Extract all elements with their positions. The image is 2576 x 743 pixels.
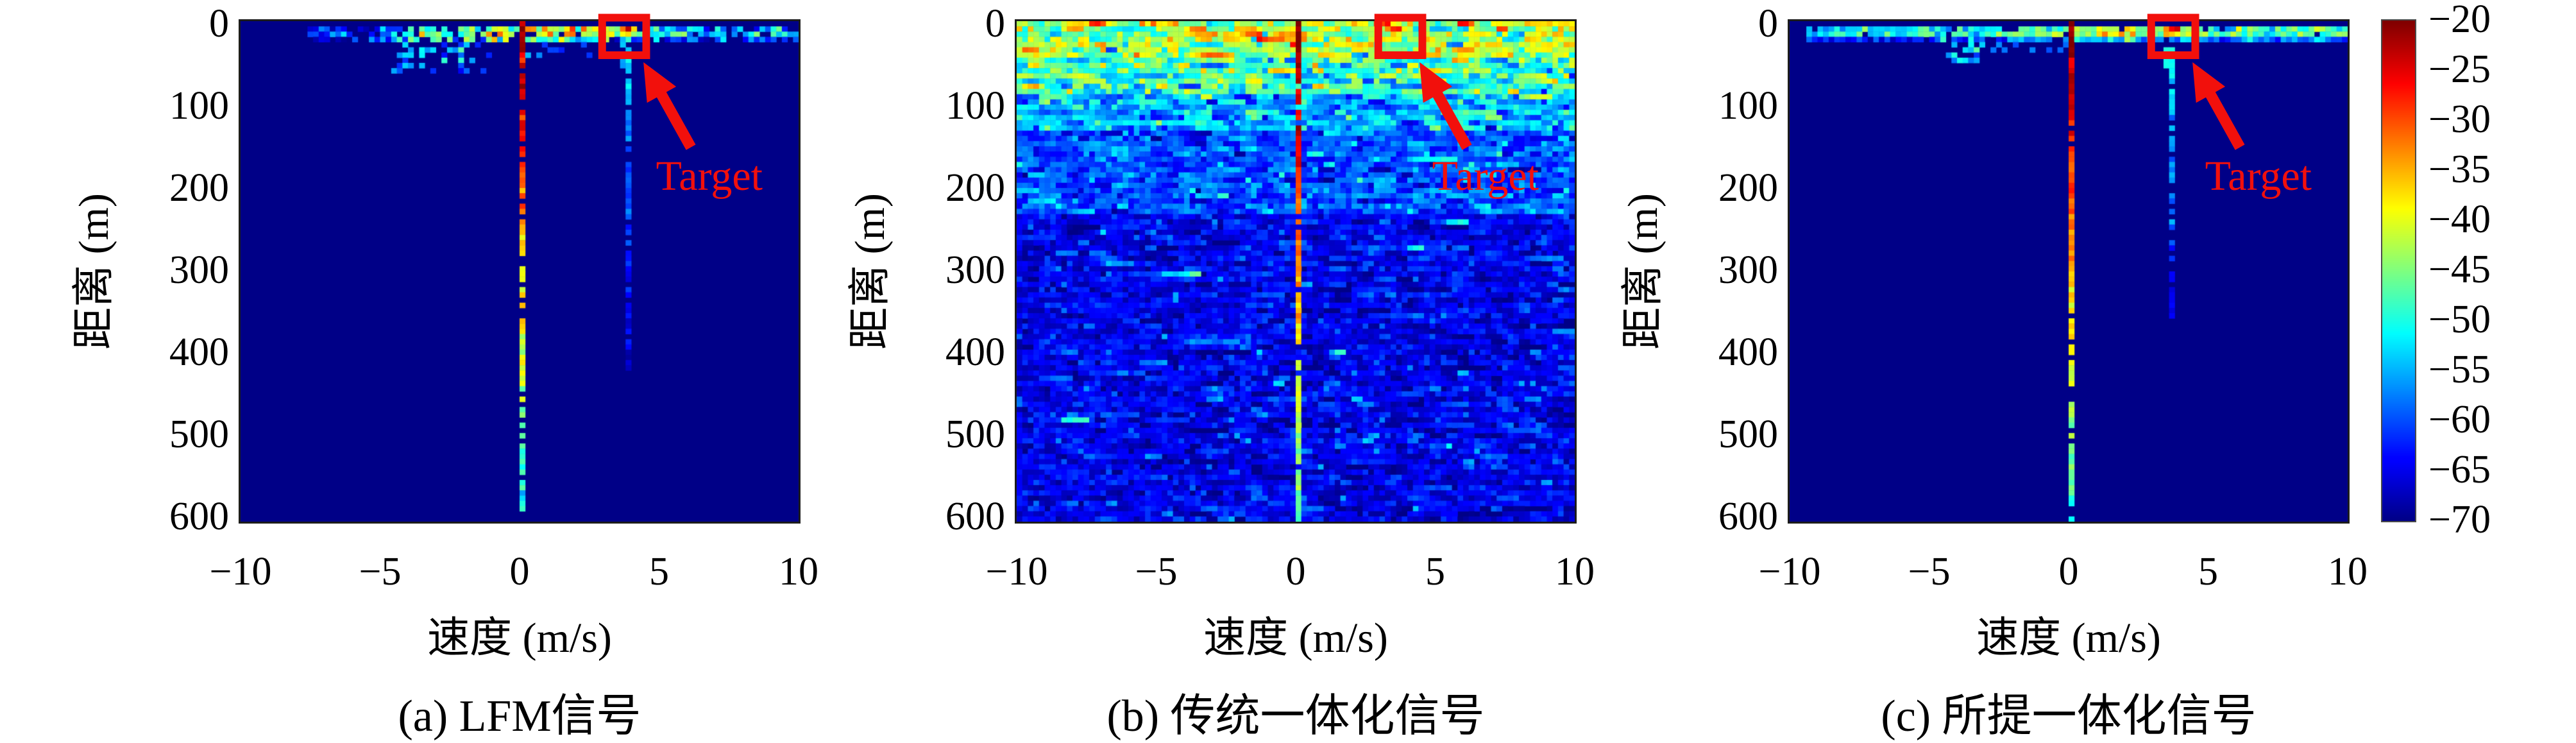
y-tick-label: 100: [1718, 84, 1778, 128]
target-arrow-shaft: [2203, 87, 2245, 150]
x-axis-label-a: 速度 (m/s): [427, 615, 612, 662]
target-box: [598, 13, 650, 60]
y-tick-label: 0: [1758, 2, 1778, 46]
colorbar-tick-label: −70: [2428, 498, 2491, 542]
x-axis-label-b: 速度 (m/s): [1203, 615, 1388, 662]
target-label-a: Target: [656, 152, 763, 200]
x-tick-label: −10: [209, 550, 272, 594]
range-doppler-heatmap-a: [239, 19, 801, 524]
y-tick-label: 400: [945, 330, 1005, 374]
y-tick-label: 600: [169, 495, 229, 538]
y-tick-label: 500: [1718, 413, 1778, 456]
x-tick-label: −5: [1135, 550, 1178, 594]
range-doppler-heatmap-c: [1788, 19, 2350, 524]
caption-b: (b) 传统一体化信号: [1106, 692, 1485, 741]
x-tick-label: 10: [1555, 550, 1595, 594]
y-tick-label: 300: [945, 248, 1005, 292]
caption-c: (c) 所提一体化信号: [1881, 692, 2257, 741]
x-tick-label: −10: [1758, 550, 1821, 594]
y-tick-label: 0: [209, 2, 229, 46]
y-tick-label: 500: [945, 413, 1005, 456]
target-arrow-head: [1419, 62, 1453, 103]
x-tick-label: 5: [2198, 550, 2218, 594]
x-axis-label-c: 速度 (m/s): [1976, 615, 2161, 662]
y-tick-label: 100: [169, 84, 229, 128]
colorbar-tick-label: −45: [2428, 248, 2491, 291]
y-tick-label: 300: [169, 248, 229, 292]
x-tick-label: −5: [359, 550, 402, 594]
y-tick-label: 200: [945, 166, 1005, 210]
y-tick-label: 0: [985, 2, 1005, 46]
target-annotation-a: [598, 13, 696, 150]
colorbar-tick-label: −30: [2428, 98, 2491, 141]
colorbar-tick-label: −35: [2428, 148, 2491, 191]
x-tick-label: 0: [1285, 550, 1306, 594]
colorbar-gradient: [2381, 19, 2416, 522]
range-doppler-heatmap-b: [1015, 19, 1577, 524]
colorbar-tick-label: −60: [2428, 398, 2491, 441]
colorbar-tick-label: −65: [2428, 448, 2491, 491]
target-arrow-head: [643, 62, 677, 103]
y-tick-label: 600: [945, 495, 1005, 538]
target-box: [2147, 13, 2199, 60]
x-tick-label: 10: [2328, 550, 2368, 594]
target-annotation-b: [1374, 13, 1472, 150]
y-tick-label: 200: [169, 166, 229, 210]
y-tick-label: 600: [1718, 495, 1778, 538]
x-tick-label: 0: [509, 550, 530, 594]
x-tick-label: 0: [2058, 550, 2079, 594]
y-tick-label: 500: [169, 413, 229, 456]
caption-a: (a) LFM信号: [398, 692, 641, 741]
y-tick-label: 400: [1718, 330, 1778, 374]
colorbar-tick-label: −40: [2428, 198, 2491, 241]
colorbar-tick-label: −55: [2428, 348, 2491, 391]
y-tick-label: 400: [169, 330, 229, 374]
x-tick-label: −5: [1908, 550, 1951, 594]
target-label-c: Target: [2205, 152, 2312, 200]
x-tick-label: 10: [779, 550, 818, 594]
target-arrow-shaft: [654, 87, 696, 150]
y-tick-label: 200: [1718, 166, 1778, 210]
target-label-b: Target: [1432, 152, 1539, 200]
target-arrow-shaft: [1430, 87, 1472, 150]
target-box: [1374, 13, 1427, 60]
target-annotation-c: [2147, 13, 2245, 150]
y-tick-label: 300: [1718, 248, 1778, 292]
x-tick-label: −10: [985, 550, 1048, 594]
colorbar-tick-label: −25: [2428, 47, 2491, 91]
colorbar-tick-label: −20: [2428, 0, 2491, 41]
x-tick-label: 5: [649, 550, 669, 594]
y-tick-label: 100: [945, 84, 1005, 128]
target-arrow-head: [2192, 62, 2226, 103]
x-tick-label: 5: [1425, 550, 1445, 594]
colorbar-tick-label: −50: [2428, 298, 2491, 341]
